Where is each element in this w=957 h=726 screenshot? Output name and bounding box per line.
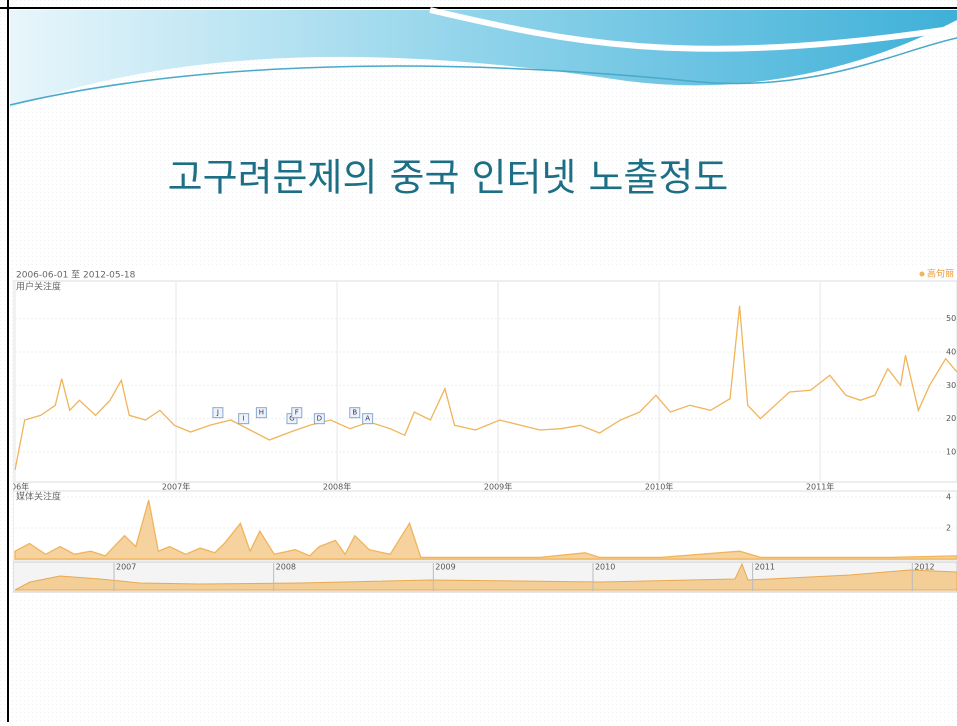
x-tick-label: 2009 (435, 563, 455, 572)
plot-frame (13, 280, 957, 483)
event-marker (238, 413, 250, 425)
event-marker (255, 407, 267, 419)
line (14, 305, 957, 471)
x-tick-label: 2007年 (162, 482, 190, 492)
x-tick-label: 2007 (116, 563, 136, 572)
x-tick-label: 2008 (276, 563, 296, 572)
event-marker (291, 407, 303, 419)
plot-frame (13, 490, 957, 561)
navigator-area (14, 562, 957, 591)
event-label: J (216, 409, 219, 417)
y-tick-label: 40 (946, 348, 956, 357)
area (14, 499, 957, 560)
y-tick-label: 20 (946, 414, 956, 423)
chart-screenshot: 2006-06-01 至 2012-05-18 用户关注度 媒体关注度 2006… (1, 268, 957, 595)
event-label: D (317, 415, 322, 423)
event-label: A (365, 415, 370, 423)
y-tick-label: 10 (946, 448, 956, 457)
x-tick-label: 2008年 (323, 482, 351, 492)
x-tick-label: 2010年 (645, 482, 673, 492)
panel-title: 用户关注度 (16, 281, 61, 293)
x-tick-label: 2011年 (806, 482, 834, 492)
event-label: B (352, 409, 357, 417)
x-tick-label: 2011 (755, 563, 775, 572)
x-tick-label: 2006年 (1, 482, 29, 492)
event-marker (313, 413, 325, 425)
event-label: G (289, 415, 294, 423)
event-label: F (295, 409, 299, 417)
y-tick-label: 30 (946, 381, 956, 390)
panel-title: 媒体关注度 (16, 491, 61, 503)
x-tick-label: 2012 (914, 563, 934, 572)
y-tick-label: 50 (946, 314, 956, 323)
event-label: H (259, 409, 264, 417)
chart-bg (13, 268, 957, 595)
slide-title: 고구려문제의 중국 인터넷 노출정도 (168, 156, 729, 200)
event-marker (362, 413, 374, 425)
event-marker (349, 407, 361, 419)
event-label: I (243, 415, 245, 423)
wave (429, 7, 957, 52)
x-tick-label: 2010 (595, 563, 615, 572)
event-marker (212, 407, 224, 419)
y-tick-label: 4 (946, 492, 951, 501)
wave (9, 37, 957, 106)
date-range: 2006-06-01 至 2012-05-18 (16, 270, 136, 281)
x-tick-label: 2009年 (484, 482, 512, 492)
legend-label: 高句丽 (927, 268, 954, 280)
y-tick-label: 2 (946, 523, 951, 532)
legend-marker (919, 271, 925, 277)
